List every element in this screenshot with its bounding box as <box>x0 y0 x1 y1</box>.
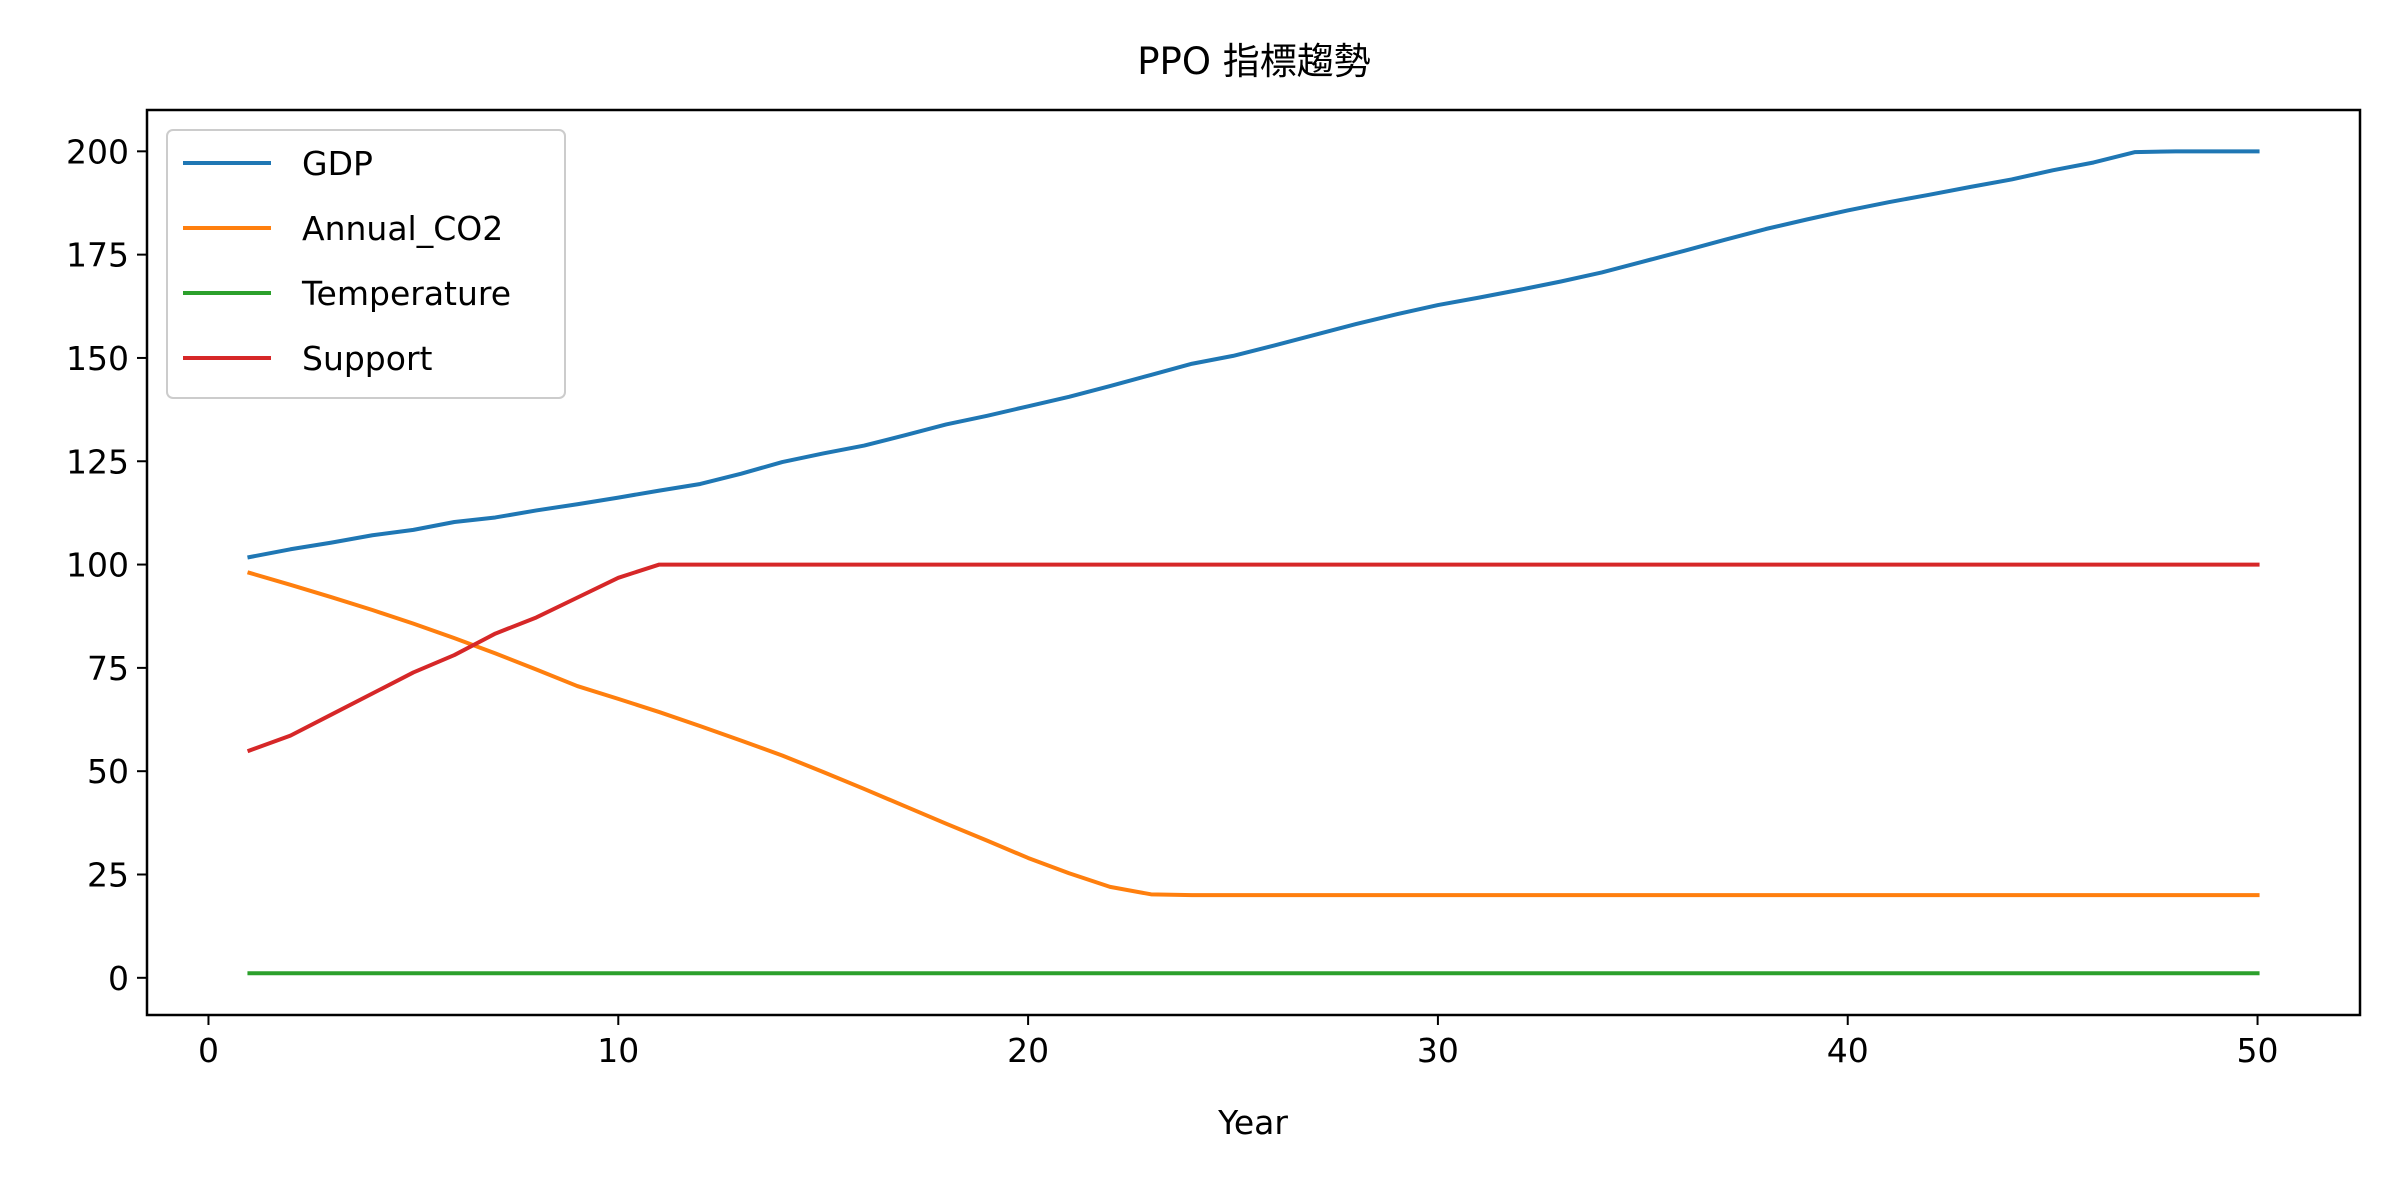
plot-frame <box>145 108 2362 1017</box>
chart-title: PPO 指標趨勢 <box>1137 40 1371 83</box>
x-tick-label: 50 <box>2237 1031 2279 1070</box>
y-axis: 0 25 50 75 100 125 150 175 200 <box>66 132 147 998</box>
y-tick-label: 150 <box>66 339 129 378</box>
x-tick-label: 20 <box>1007 1031 1049 1070</box>
legend-label-annual-co2: Annual_CO2 <box>302 209 503 248</box>
y-tick-label: 50 <box>87 752 129 791</box>
series-line-gdp <box>247 149 2260 560</box>
y-tick-label: 125 <box>66 442 129 481</box>
y-tick-label: 200 <box>66 132 129 171</box>
x-axis-label: Year <box>1217 1103 1288 1142</box>
legend-label-gdp: GDP <box>302 144 373 183</box>
y-tick-label: 175 <box>66 236 129 275</box>
legend-box <box>166 129 566 399</box>
x-axis: 0 10 20 30 40 50 <box>198 1015 2279 1070</box>
plot-area <box>246 149 2260 976</box>
legend-label-temperature: Temperature <box>301 274 511 313</box>
y-tick-label: 0 <box>108 959 129 998</box>
legend: GDP Annual_CO2 Temperature Support <box>166 129 566 399</box>
x-tick-label: 10 <box>597 1031 639 1070</box>
x-tick-label: 30 <box>1417 1031 1459 1070</box>
y-tick-label: 75 <box>87 649 129 688</box>
series-line-support <box>246 562 2260 754</box>
x-tick-label: 0 <box>198 1031 219 1070</box>
y-tick-label: 100 <box>66 546 129 585</box>
y-tick-label: 25 <box>87 855 129 894</box>
legend-label-support: Support <box>302 339 433 378</box>
series-line-annual-co2 <box>246 570 2260 898</box>
x-tick-label: 40 <box>1827 1031 1869 1070</box>
